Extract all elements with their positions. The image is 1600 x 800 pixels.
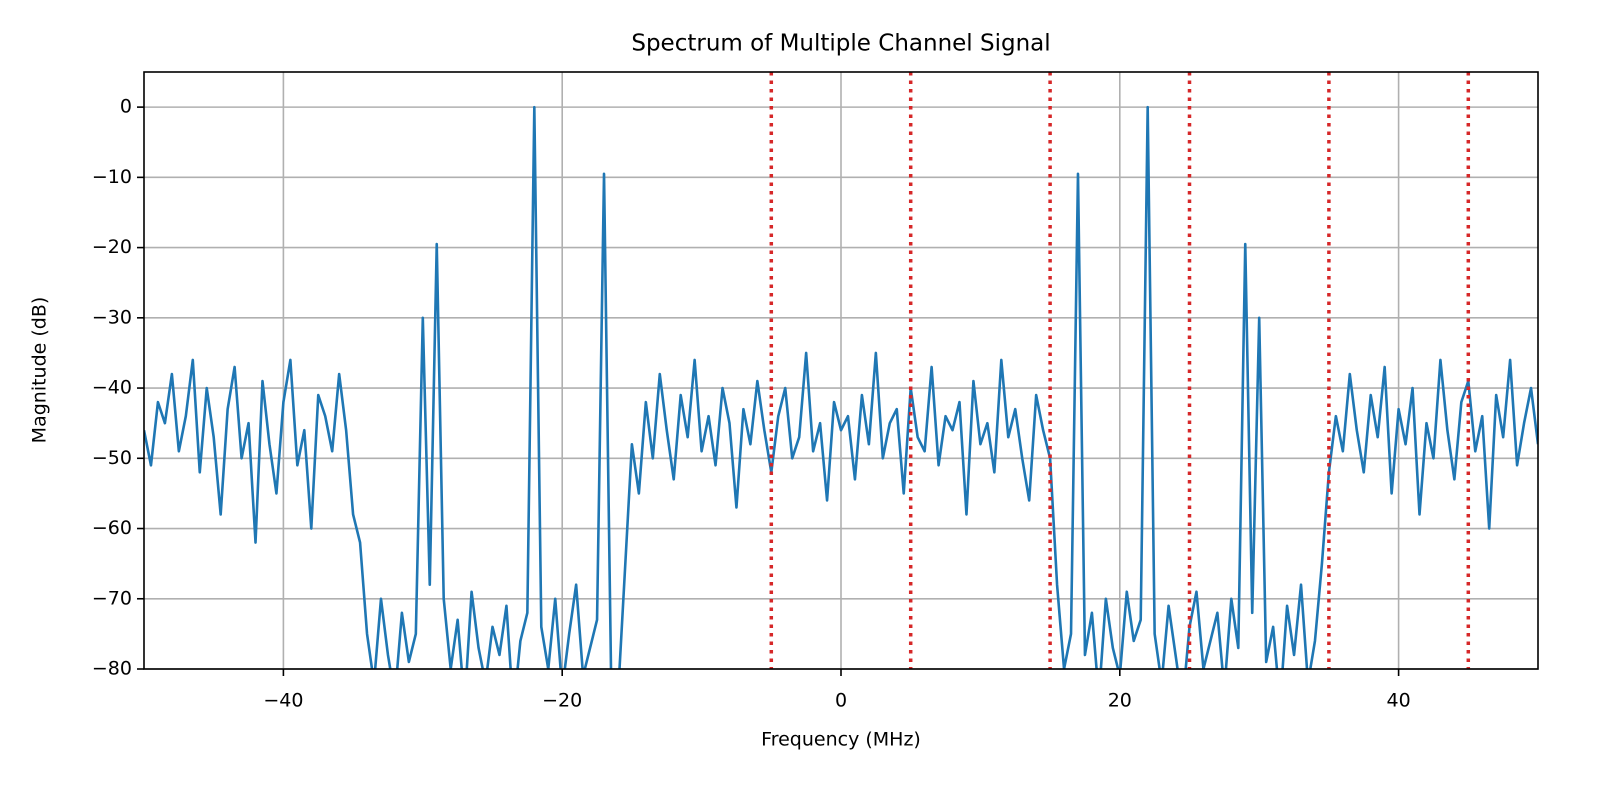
x-tick-label: −20 xyxy=(542,690,582,712)
plot-frame xyxy=(143,71,1539,670)
plot-area xyxy=(144,72,1538,669)
x-tick-label: 0 xyxy=(835,690,847,712)
y-tick-label: −10 xyxy=(92,166,132,188)
x-axis-label: Frequency (MHz) xyxy=(761,729,921,751)
y-tick-label: −30 xyxy=(92,306,132,328)
spectrum-line xyxy=(144,105,1538,669)
y-tick-label: −20 xyxy=(92,236,132,258)
y-tick-label: −70 xyxy=(92,587,132,609)
y-tick-label: −60 xyxy=(92,517,132,539)
chart-title: Spectrum of Multiple Channel Signal xyxy=(631,31,1050,57)
x-tick-label: 20 xyxy=(1108,690,1132,712)
x-tick-label: 40 xyxy=(1387,690,1411,712)
y-tick-label: 0 xyxy=(120,96,132,118)
axes: −40 −20 0 20 40 0 −10 −20 −30 −40 −50 −60 −70 −80 xyxy=(92,71,1539,712)
y-tick-label: −80 xyxy=(92,658,132,680)
y-tick-label: −50 xyxy=(92,447,132,469)
y-tick-label: −40 xyxy=(92,377,132,399)
x-tick-label: −40 xyxy=(263,690,303,712)
y-axis-label: Magnitude (dB) xyxy=(29,297,51,444)
